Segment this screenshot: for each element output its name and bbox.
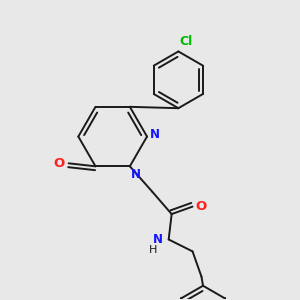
Text: H: H	[149, 245, 157, 255]
Text: N: N	[153, 233, 163, 246]
Text: O: O	[196, 200, 207, 212]
Text: Cl: Cl	[180, 35, 193, 49]
Text: O: O	[54, 157, 65, 170]
Text: N: N	[131, 168, 141, 181]
Text: N: N	[149, 128, 159, 141]
